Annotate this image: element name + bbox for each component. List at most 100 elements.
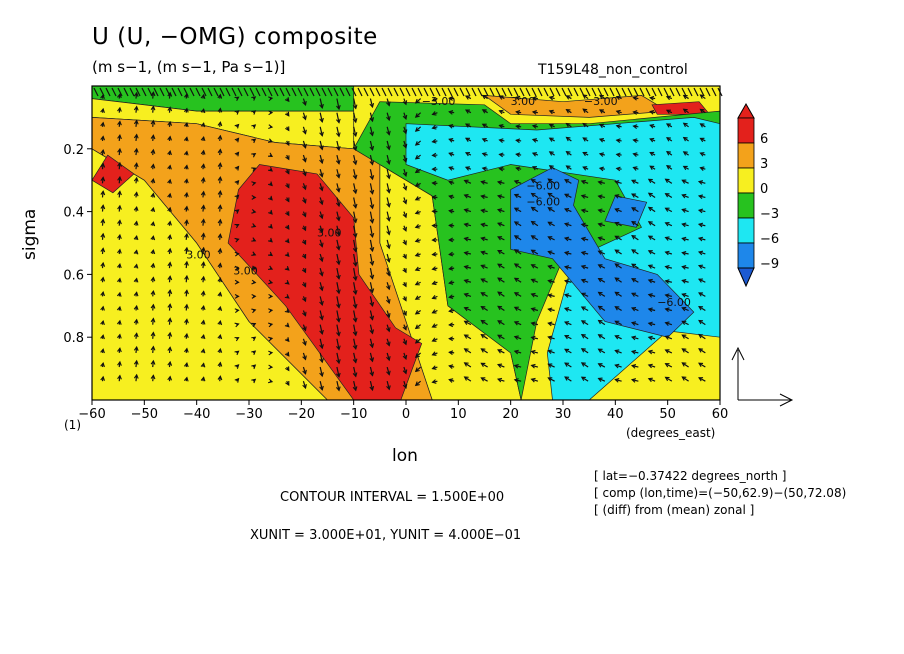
wind-vector-head	[515, 166, 521, 172]
wind-vector-head	[664, 236, 670, 241]
wind-vector-head	[133, 304, 139, 311]
wind-vector-head	[302, 185, 307, 191]
wind-vector-head	[547, 279, 553, 284]
wind-vector-head	[496, 180, 503, 185]
wind-vector	[302, 112, 307, 120]
wind-vector-head	[464, 109, 470, 114]
wind-vector-head	[615, 95, 621, 101]
wind-vector	[614, 263, 622, 269]
wind-vector	[353, 169, 357, 179]
wind-vector-head	[615, 124, 621, 129]
wind-vector-head	[150, 134, 156, 140]
wind-vector-head	[319, 103, 324, 110]
axes: −60 −50 −40 −30 −20 −10 0 10 20 30 40 50 60 0.2 0.4 0.6…	[63, 143, 728, 422]
wind-vector-head	[217, 148, 223, 154]
wind-vector	[598, 363, 606, 368]
wind-vector-head	[647, 307, 653, 313]
wind-vector-head	[513, 235, 519, 240]
wind-vector	[159, 87, 165, 97]
wind-vector-head	[200, 163, 206, 169]
x-tick-label: 50	[659, 407, 676, 422]
y-tick-label: 0.6	[63, 268, 84, 283]
wind-vector	[291, 87, 297, 97]
wind-vector	[353, 225, 357, 238]
wind-vector-head	[251, 195, 257, 200]
wind-vector-head	[515, 124, 521, 129]
wind-vector-head	[431, 111, 437, 116]
wind-vector-head	[167, 375, 173, 381]
wind-vector-head	[563, 236, 570, 242]
wind-vector	[117, 87, 123, 97]
wind-vector	[243, 87, 249, 97]
wind-vector-head	[547, 236, 553, 241]
wind-vector-head	[352, 331, 358, 337]
wind-vector	[514, 292, 522, 297]
wind-vector	[614, 249, 622, 255]
x-tick-label: 10	[450, 407, 467, 422]
vector-field: 3.00 3.00 −6.00 −6.00 −6.00 3.00 −3.00 3.00 −3.0…	[93, 87, 723, 392]
wind-vector-head	[268, 308, 274, 314]
wind-vector-head	[150, 276, 156, 282]
wind-vector-head	[402, 268, 407, 274]
wind-vector-head	[251, 209, 257, 214]
wind-vector-head	[200, 190, 206, 196]
x-tick-label: 20	[502, 407, 519, 422]
wind-vector-head	[319, 131, 324, 137]
wind-vector-head	[632, 95, 638, 101]
wind-vector-head	[352, 344, 358, 350]
wind-vector	[631, 263, 639, 269]
wind-vector	[353, 381, 357, 391]
wind-vector-head	[217, 134, 223, 140]
wind-vector-head	[448, 110, 454, 115]
wind-vector-head	[414, 281, 420, 286]
wind-vector-head	[515, 138, 521, 144]
wind-vector	[302, 126, 307, 134]
wind-vector-head	[251, 279, 257, 285]
wind-vector-head	[150, 206, 156, 213]
wind-vector-head	[369, 247, 375, 253]
wind-vector	[336, 197, 340, 207]
wind-vector-head	[631, 263, 637, 268]
wind-vector	[123, 87, 129, 97]
wind-vector-head	[597, 250, 603, 255]
wind-vector-head	[630, 335, 637, 341]
wind-vector-head	[431, 237, 437, 243]
wind-vector	[698, 362, 706, 368]
x-tick-label: −20	[288, 407, 315, 422]
wind-vector-head	[319, 372, 324, 378]
wind-vector-head	[167, 178, 172, 184]
wind-vector	[386, 211, 390, 221]
wind-vector-head	[352, 261, 358, 267]
wind-vector-head	[513, 193, 519, 199]
wind-vector	[165, 87, 171, 97]
wind-vector	[631, 193, 639, 198]
colorbar-swatch	[737, 167, 755, 194]
wind-vector-head	[183, 376, 189, 382]
wind-vector	[369, 154, 374, 165]
wind-vector-head	[183, 164, 189, 170]
wind-vector-head	[402, 354, 408, 360]
wind-vector-head	[513, 335, 519, 340]
wind-vector-head	[564, 376, 570, 381]
wind-vector-head	[547, 349, 553, 354]
wind-vector	[615, 87, 621, 97]
wind-vector-head	[530, 349, 536, 355]
x-tick-label: 30	[555, 407, 572, 422]
wind-vector	[319, 126, 323, 136]
wind-vector-head	[167, 360, 173, 366]
wind-vector-head	[548, 109, 554, 115]
wind-vector	[651, 87, 657, 97]
wind-vector	[336, 126, 340, 137]
wind-vector	[336, 169, 340, 178]
wind-vector	[302, 154, 307, 162]
wind-vector-head	[480, 278, 486, 283]
wind-vector-head	[335, 187, 341, 193]
wind-vector-head	[582, 122, 588, 128]
wind-vector-head	[352, 218, 358, 224]
wind-vector-head	[697, 208, 704, 214]
wind-vector-head	[319, 159, 324, 165]
wind-vector-head	[302, 198, 307, 204]
wind-vector	[369, 324, 374, 334]
wind-vector-head	[234, 279, 240, 285]
wind-vector	[687, 87, 693, 97]
